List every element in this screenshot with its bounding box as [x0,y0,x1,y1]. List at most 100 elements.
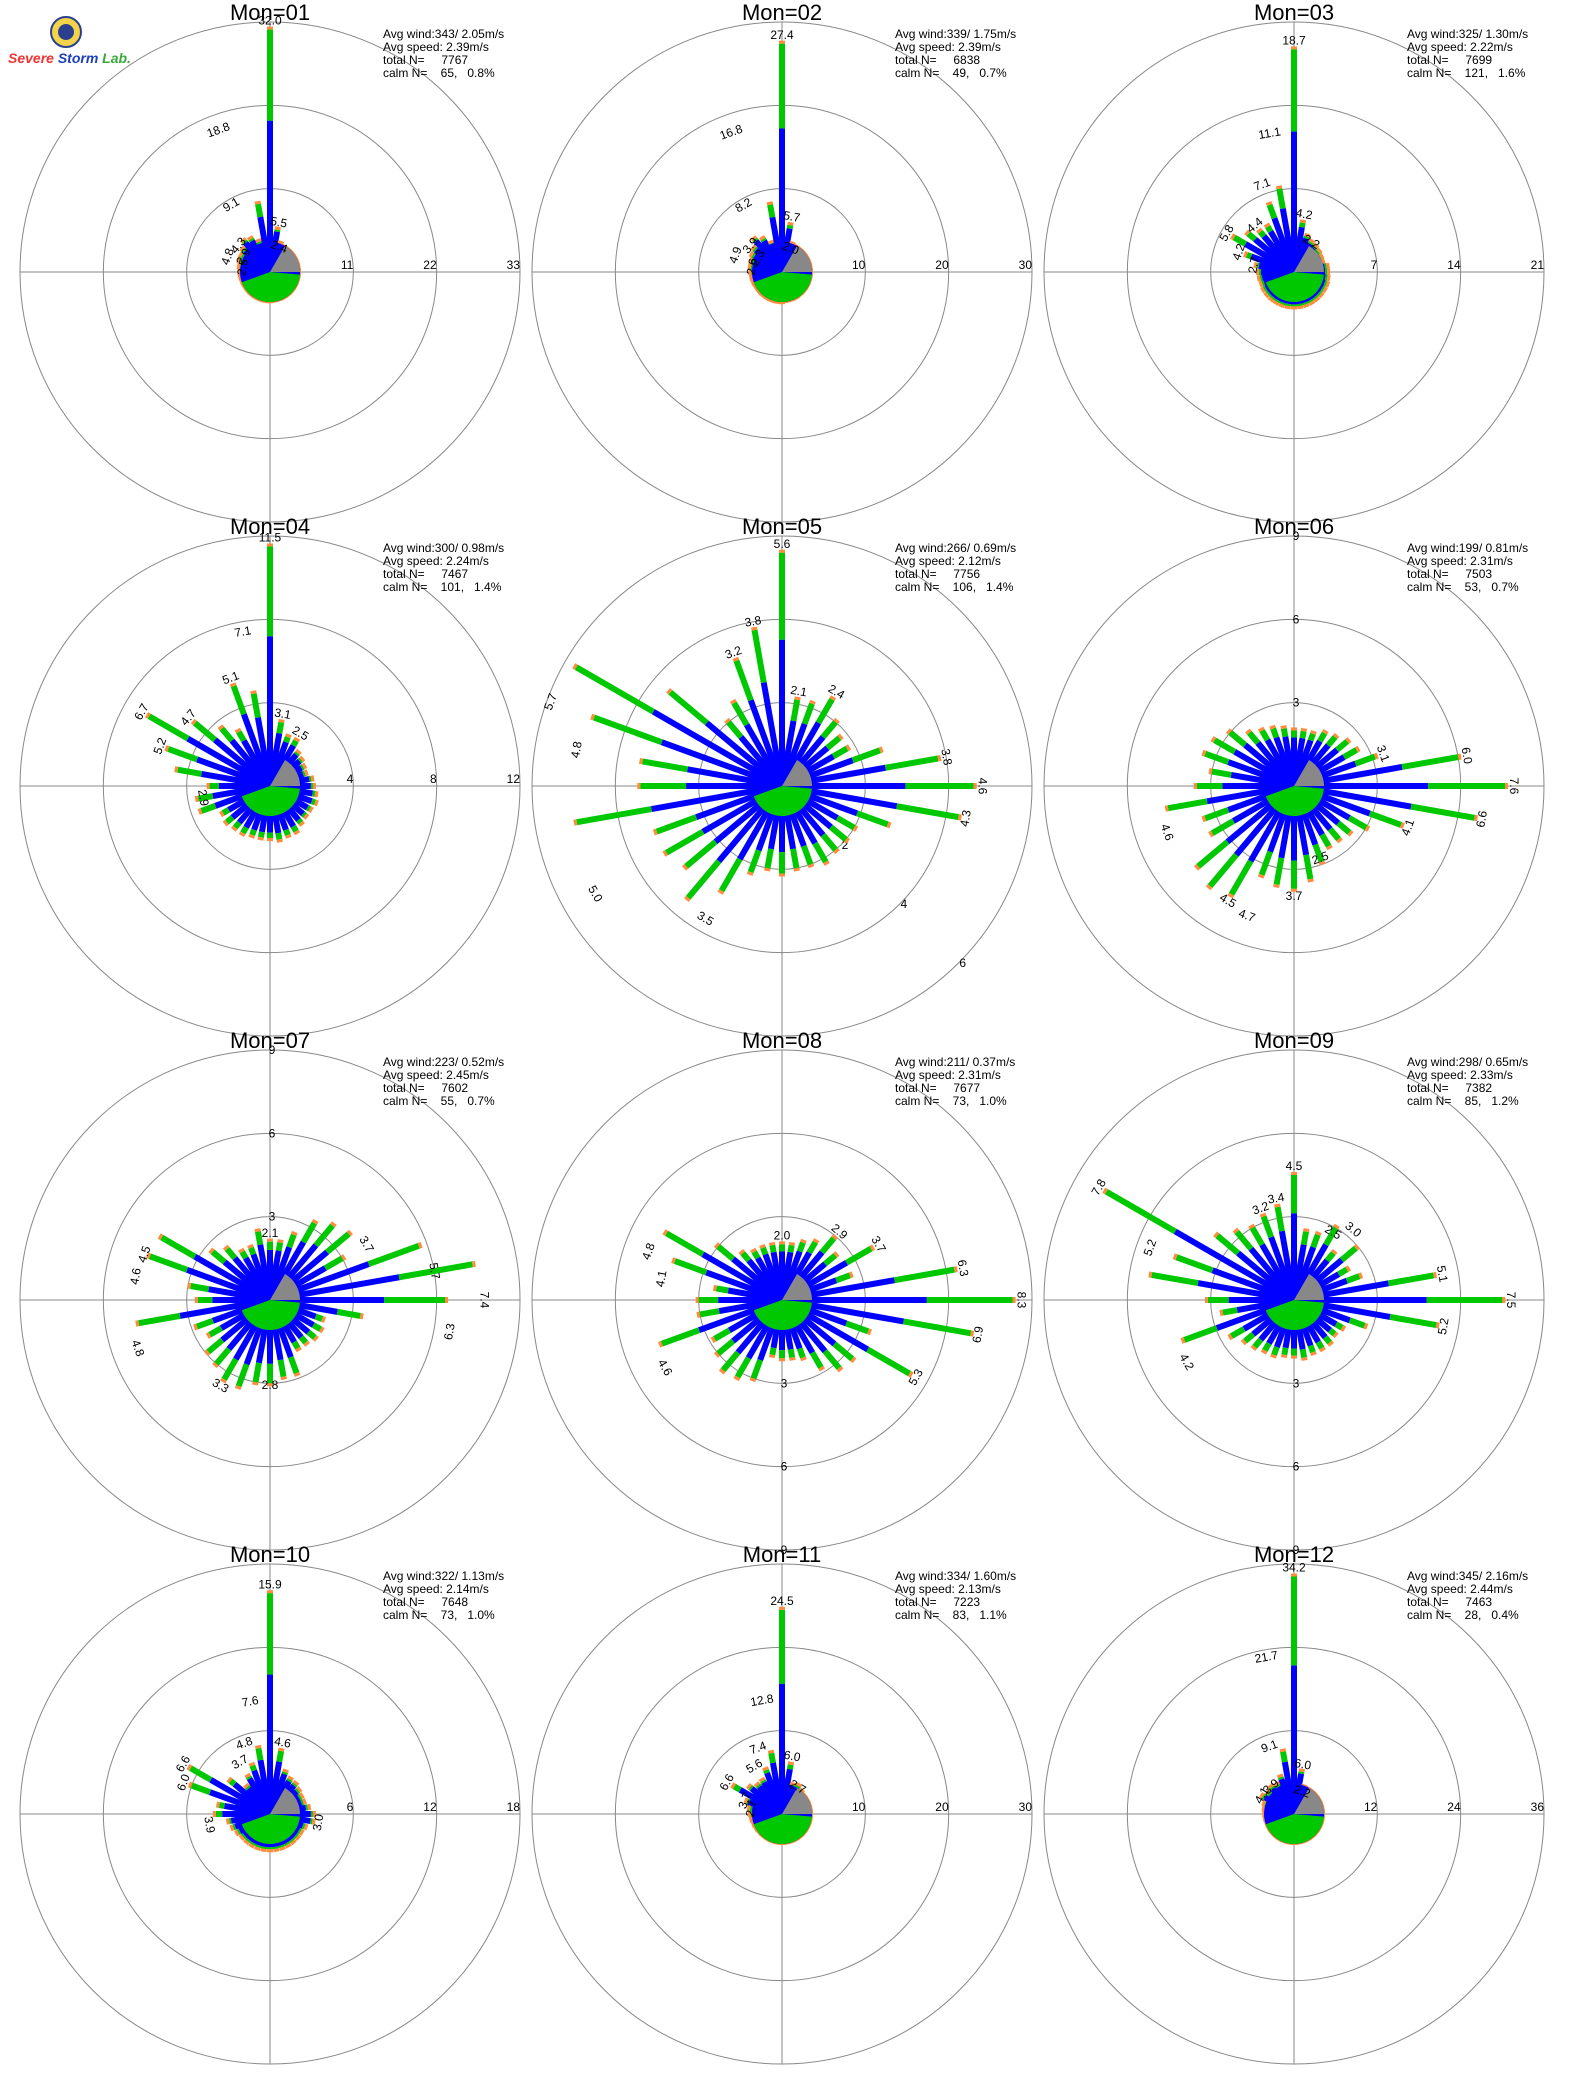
wind-bar [1291,786,1297,892]
bar-segment-orange [243,1839,250,1846]
bar-segment-orange [310,775,315,782]
bar-value-label: 4.2 [1177,1351,1198,1373]
bar-segment-orange [267,1383,273,1387]
bar-segment-blue [781,1297,905,1325]
bar-value-label: 6.9 [969,1325,986,1344]
bar-segment-orange [666,688,673,695]
bar-segment-green [398,1261,473,1281]
bar-segment-green [1298,1771,1305,1775]
bar-segment-orange [311,1818,316,1825]
bar-segment-orange [758,1776,766,1783]
panel-title: Mon=05 [741,514,823,539]
bar-segment-green [1401,754,1459,770]
bar-segment-orange [254,1228,261,1233]
bar-segment-green [219,726,235,743]
bar-segment-green [1215,1233,1241,1256]
bar-segment-green [1273,857,1285,886]
bar-segment-orange [1307,878,1314,883]
bar-segment-orange [789,1356,796,1361]
wind-bar [269,1260,476,1303]
bar-segment-orange [867,1328,872,1336]
bar-segment-orange [695,1297,699,1303]
bar-segment-orange [1300,727,1308,732]
bar-segment-green [1291,1348,1297,1356]
panel-stats: Avg wind:298/ 0.65m/s Avg speed: 2.33m/s… [1407,1055,1529,1108]
bar-segment-orange [243,1782,250,1789]
bar-segment-orange [748,1816,753,1823]
bar-segment-green [221,807,231,816]
bar-value-label: 2.8 [262,1378,279,1392]
ring-label: 4 [901,897,908,911]
center-sector-green [753,786,812,816]
bar-segment-orange [208,1247,215,1255]
bar-segment-orange [276,838,283,843]
bar-segment-blue [267,1674,273,1814]
bar-segment-orange [768,298,775,304]
bar-segment-green [189,1765,213,1783]
bar-value-label: 18.8 [205,119,232,140]
bar-value-label: 21.7 [1254,1648,1280,1666]
bar-segment-orange [1314,1230,1322,1236]
bar-value-label: 3.7 [356,1233,377,1255]
bar-segment-orange [299,755,306,763]
bar-value-label: 5.1 [220,668,241,687]
bar-segment-green [748,1784,754,1791]
bar-segment-orange [1303,1228,1310,1233]
bar-segment-green [228,1778,237,1787]
bar-segment-orange [187,1282,192,1289]
bar-segment-blue [779,786,785,853]
bar-segment-orange [194,795,199,803]
bar-segment-green [767,204,776,218]
bar-segment-green [1389,1313,1437,1329]
center-sector-gray [270,760,300,786]
bar-segment-green [276,1750,285,1763]
bar-segment-orange [1148,1271,1153,1278]
wind-bar [1294,783,1509,789]
center-sector-green [241,1814,300,1844]
bar-segment-green [665,1230,705,1257]
bar-segment-green [1307,732,1316,742]
bar-segment-orange [748,274,753,281]
bar-segment-orange [1304,232,1311,238]
bar-value-label: 4.8 [568,740,585,759]
bar-segment-blue [1173,1228,1296,1303]
bar-segment-orange [779,1241,785,1245]
bar-segment-green [245,1775,253,1781]
bar-segment-green [815,697,835,725]
bar-segment-green [209,783,219,789]
bar-segment-green [291,1340,301,1350]
bar-segment-orange [1265,201,1273,206]
bar-segment-green [314,1313,324,1322]
bar-segment-orange [788,1241,796,1246]
bar-segment-green [1258,269,1261,275]
bar-segment-blue [1291,786,1297,861]
bar-segment-green [1211,768,1232,778]
bar-segment-green [1323,1226,1339,1247]
bar-value-label: 4.8 [234,1734,255,1753]
bar-segment-orange [308,806,314,814]
bar-segment-orange [789,240,796,246]
bar-segment-green [1322,1335,1333,1345]
bar-segment-orange [303,1823,309,1831]
bar-segment-orange [937,755,942,762]
bar-segment-green [1228,859,1254,896]
bar-segment-orange [1275,185,1283,190]
bar-segment-orange [682,864,689,871]
bar-segment-orange [255,238,262,243]
bar-segment-green [240,253,246,260]
bar-segment-green [1269,294,1276,301]
wind-bar [1291,1573,1297,1814]
bar-segment-green [1252,1337,1264,1349]
bar-segment-green [1196,839,1230,869]
bar-segment-green [1298,222,1306,228]
bar-segment-green [1307,240,1314,246]
bar-segment-green [1315,1340,1325,1350]
bar-segment-orange [750,244,757,252]
bar-segment-green [299,764,305,771]
bar-segment-orange [1332,1331,1339,1339]
bar-segment-orange [277,239,285,245]
panel-stats: Avg wind:300/ 0.98m/s Avg speed: 2.24m/s… [383,541,505,594]
bar-segment-orange [274,226,281,231]
bar-segment-green [267,29,273,121]
